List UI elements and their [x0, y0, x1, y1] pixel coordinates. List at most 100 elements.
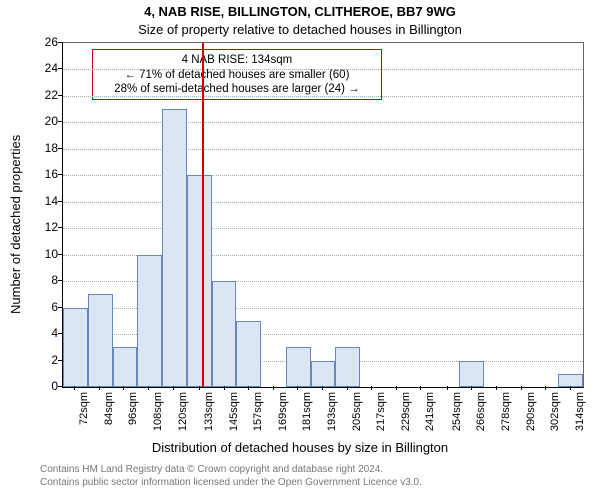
- y-tick-label: 10: [28, 247, 58, 261]
- histogram-bar: [88, 294, 113, 387]
- x-tick-mark: [322, 386, 323, 390]
- x-tick-label: 96sqm: [127, 392, 139, 425]
- x-tick-mark: [199, 386, 200, 390]
- reference-line: [202, 43, 204, 387]
- x-tick-label: 205sqm: [351, 392, 363, 431]
- x-tick-label: 302sqm: [549, 392, 561, 431]
- histogram-bar: [286, 347, 311, 387]
- x-tick-mark: [521, 386, 522, 390]
- y-tick-label: 4: [28, 326, 58, 340]
- histogram-bar: [212, 281, 237, 387]
- x-axis-title: Distribution of detached houses by size …: [0, 440, 600, 455]
- y-tick-label: 18: [28, 141, 58, 155]
- x-tick-label: 120sqm: [177, 392, 189, 431]
- y-tick-label: 24: [28, 61, 58, 75]
- x-tick-mark: [99, 386, 100, 390]
- histogram-bar: [236, 321, 261, 387]
- histogram-bar: [63, 308, 88, 387]
- x-tick-mark: [123, 386, 124, 390]
- y-tick-mark: [58, 95, 62, 96]
- x-tick-label: 278sqm: [500, 392, 512, 431]
- y-tick-mark: [58, 148, 62, 149]
- histogram-bar: [187, 175, 212, 387]
- y-tick-label: 8: [28, 273, 58, 287]
- x-tick-label: 290sqm: [525, 392, 537, 431]
- x-tick-mark: [570, 386, 571, 390]
- histogram-bar: [311, 361, 336, 387]
- grid-line: [63, 122, 583, 123]
- annotation-line-3: 28% of semi-detached houses are larger (…: [99, 82, 375, 96]
- x-tick-mark: [224, 386, 225, 390]
- y-tick-label: 22: [28, 88, 58, 102]
- page-subtitle: Size of property relative to detached ho…: [0, 22, 600, 37]
- x-tick-mark: [396, 386, 397, 390]
- x-tick-label: 72sqm: [78, 392, 90, 425]
- chart-container: 4, NAB RISE, BILLINGTON, CLITHEROE, BB7 …: [0, 0, 600, 500]
- y-tick-mark: [58, 333, 62, 334]
- page-title: 4, NAB RISE, BILLINGTON, CLITHEROE, BB7 …: [0, 4, 600, 19]
- y-tick-label: 26: [28, 35, 58, 49]
- grid-line: [63, 149, 583, 150]
- x-tick-label: 133sqm: [203, 392, 215, 431]
- y-tick-mark: [58, 360, 62, 361]
- x-tick-label: 217sqm: [375, 392, 387, 431]
- grid-line: [63, 175, 583, 176]
- y-tick-mark: [58, 68, 62, 69]
- x-tick-label: 169sqm: [277, 392, 289, 431]
- y-tick-mark: [58, 280, 62, 281]
- x-tick-label: 157sqm: [252, 392, 264, 431]
- x-tick-label: 181sqm: [301, 392, 313, 431]
- x-tick-mark: [297, 386, 298, 390]
- y-tick-mark: [58, 254, 62, 255]
- x-tick-mark: [173, 386, 174, 390]
- grid-line: [63, 228, 583, 229]
- y-tick-label: 14: [28, 194, 58, 208]
- grid-line: [63, 96, 583, 97]
- x-tick-mark: [420, 386, 421, 390]
- x-tick-label: 193sqm: [326, 392, 338, 431]
- x-tick-label: 229sqm: [400, 392, 412, 431]
- histogram-bar: [459, 361, 484, 387]
- x-tick-mark: [347, 386, 348, 390]
- x-tick-label: 241sqm: [424, 392, 436, 431]
- x-tick-mark: [74, 386, 75, 390]
- grid-line: [63, 202, 583, 203]
- y-tick-mark: [58, 201, 62, 202]
- x-tick-mark: [148, 386, 149, 390]
- annotation-line-1: 4 NAB RISE: 134sqm: [99, 53, 375, 67]
- y-tick-mark: [58, 174, 62, 175]
- x-tick-mark: [273, 386, 274, 390]
- grid-line: [63, 69, 583, 70]
- histogram-bar: [335, 347, 360, 387]
- credits-line-1: Contains HM Land Registry data © Crown c…: [40, 464, 422, 477]
- x-tick-mark: [248, 386, 249, 390]
- x-tick-label: 145sqm: [228, 392, 240, 431]
- y-tick-mark: [58, 386, 62, 387]
- y-tick-mark: [58, 42, 62, 43]
- y-axis-title: Number of detached properties: [8, 135, 23, 314]
- histogram-bar: [137, 255, 162, 387]
- credits: Contains HM Land Registry data © Crown c…: [40, 464, 422, 489]
- y-tick-label: 0: [28, 379, 58, 393]
- histogram-bar: [558, 374, 583, 387]
- histogram-bar: [162, 109, 187, 387]
- y-tick-label: 20: [28, 114, 58, 128]
- y-tick-label: 12: [28, 220, 58, 234]
- x-tick-label: 314sqm: [574, 392, 586, 431]
- annotation-box: 4 NAB RISE: 134sqm ← 71% of detached hou…: [92, 49, 382, 100]
- x-tick-mark: [371, 386, 372, 390]
- y-tick-label: 16: [28, 167, 58, 181]
- x-tick-label: 254sqm: [451, 392, 463, 431]
- credits-line-2: Contains public sector information licen…: [40, 477, 422, 490]
- plot-area: 4 NAB RISE: 134sqm ← 71% of detached hou…: [62, 42, 584, 388]
- x-tick-mark: [545, 386, 546, 390]
- x-tick-mark: [447, 386, 448, 390]
- y-tick-mark: [58, 121, 62, 122]
- x-tick-mark: [496, 386, 497, 390]
- y-tick-label: 2: [28, 353, 58, 367]
- x-tick-label: 84sqm: [103, 392, 115, 425]
- y-tick-mark: [58, 307, 62, 308]
- y-tick-mark: [58, 227, 62, 228]
- x-tick-mark: [471, 386, 472, 390]
- y-tick-label: 6: [28, 300, 58, 314]
